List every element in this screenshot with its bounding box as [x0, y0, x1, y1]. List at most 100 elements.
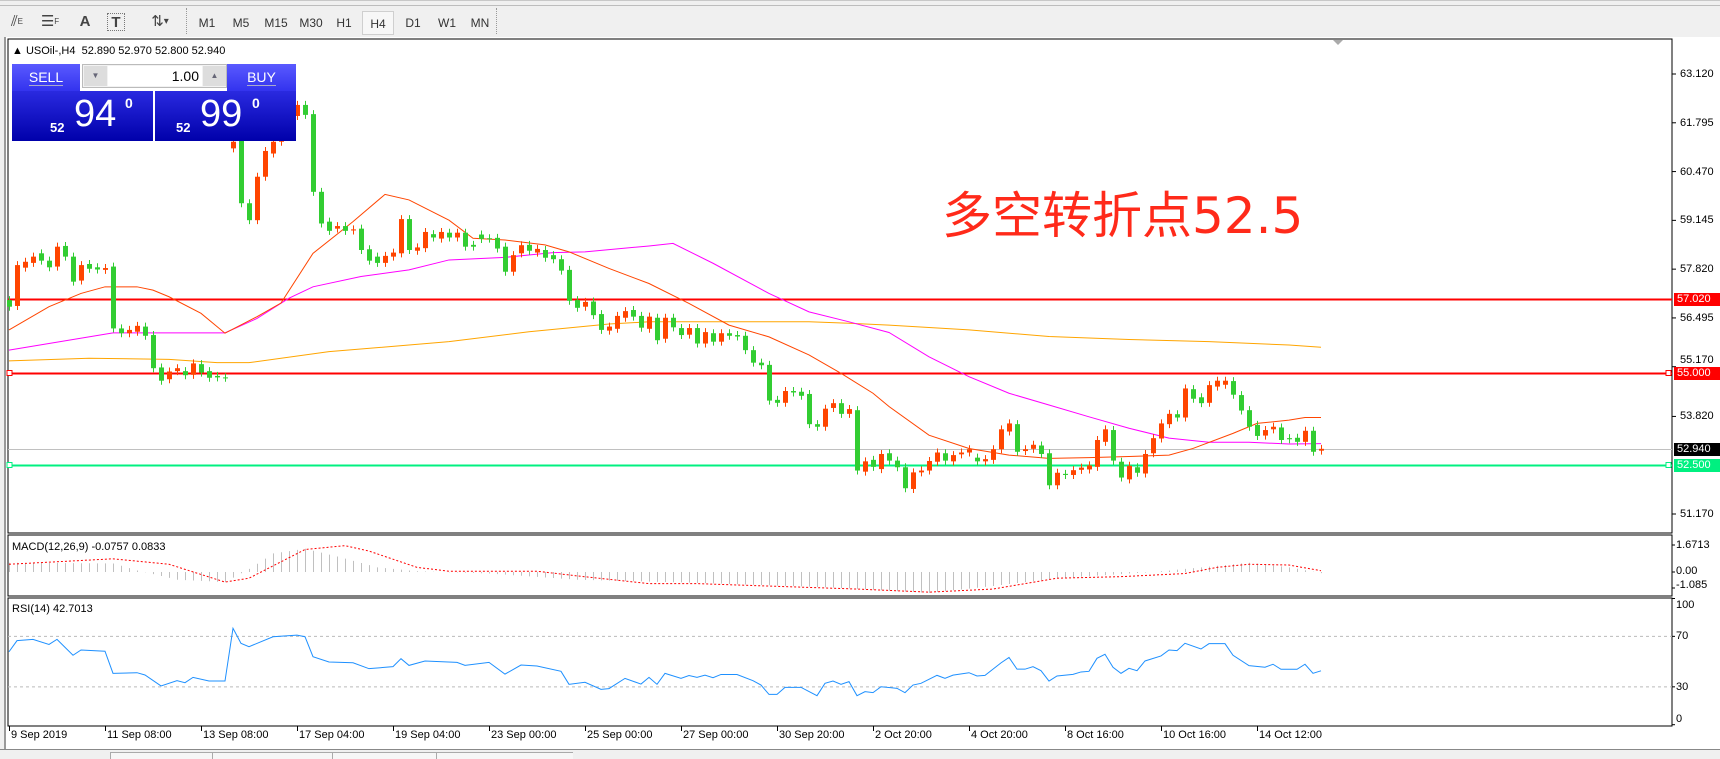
sell-label: SELL: [28, 69, 64, 86]
candle-bearish: [327, 221, 332, 231]
timeframe-mn[interactable]: MN: [470, 16, 490, 30]
candle-bullish: [383, 255, 388, 263]
sell-price-point: 0: [125, 95, 133, 111]
candle-bullish: [519, 245, 524, 254]
candle-bullish: [999, 429, 1004, 450]
elliott-wave-icon[interactable]: ⫽ E: [10, 12, 24, 30]
candle-bearish: [871, 459, 876, 467]
lot-input[interactable]: 1.00: [108, 66, 202, 86]
sell-price-big: 94: [74, 93, 117, 135]
time-axis-label: 30 Sep 20:00: [779, 729, 845, 741]
candle-bullish: [23, 261, 28, 268]
buy-button[interactable]: BUY: [227, 64, 296, 91]
candle-bullish: [55, 246, 60, 267]
time-axis-label: 2 Oct 20:00: [875, 729, 932, 741]
candle-bullish: [271, 141, 276, 154]
candle-bullish: [175, 368, 180, 372]
timeframe-m5[interactable]: M5: [232, 16, 250, 30]
candle-bullish: [1095, 439, 1100, 467]
candle-bearish: [575, 300, 580, 308]
candle-bearish: [47, 260, 52, 268]
candle-bearish: [975, 457, 980, 462]
candle-bearish: [639, 315, 644, 328]
candle-bearish: [63, 245, 68, 257]
text-label-icon[interactable]: T: [107, 13, 125, 31]
candle-bullish: [335, 226, 340, 229]
candle-bearish: [311, 114, 316, 192]
time-axis-label: 25 Sep 00:00: [587, 729, 653, 741]
candle-bearish: [543, 249, 548, 258]
candle-bullish: [967, 449, 972, 453]
candle-bearish: [1039, 445, 1044, 454]
candle-bullish: [1127, 465, 1132, 480]
candle-bullish: [135, 325, 140, 332]
candle-bearish: [775, 399, 780, 403]
candle-bearish: [815, 424, 820, 427]
candle-bearish: [471, 244, 476, 247]
symbol-ohlc: USOil-,H4 52.890 52.970 52.800 52.940: [25, 45, 226, 57]
sell-price[interactable]: 52 94 0: [12, 91, 153, 141]
buy-price-point: 0: [252, 95, 260, 111]
candle-bearish: [1175, 414, 1180, 418]
candle-bearish: [1231, 381, 1236, 395]
candle-bearish: [503, 246, 508, 272]
candle-bearish: [1295, 437, 1300, 442]
rsi-line: [8, 626, 1322, 697]
candle-bearish: [1063, 473, 1068, 475]
ma-fast-line: [8, 193, 1321, 459]
candle-bearish: [767, 364, 772, 401]
arrows-dropdown-icon[interactable]: ⇅ ▾: [151, 13, 169, 30]
candle-bullish: [1303, 430, 1308, 442]
candle-bullish: [1271, 426, 1276, 430]
candle-bearish: [751, 350, 756, 363]
timeframe-d1[interactable]: D1: [405, 16, 421, 30]
candle-bearish: [319, 191, 324, 224]
buy-price-prefix: 52: [176, 120, 191, 135]
candle-bearish: [551, 255, 556, 260]
candle-bearish: [631, 310, 636, 317]
toolbar-separator: [186, 8, 189, 34]
timeframe-h4[interactable]: H4: [362, 11, 394, 35]
price-axis-label: 53.820: [1680, 410, 1714, 423]
candle-bullish: [1159, 423, 1164, 439]
candle-bullish: [1031, 444, 1036, 449]
candle-bullish: [1071, 470, 1076, 475]
candle-bullish: [607, 326, 612, 331]
candle-bearish: [111, 266, 116, 329]
timeframe-w1[interactable]: W1: [438, 16, 456, 30]
collapse-triangle-icon[interactable]: ▲: [12, 45, 26, 57]
candle-bearish: [1015, 424, 1020, 452]
rsi-label: RSI(14) 42.7013: [12, 603, 93, 615]
candle-bullish: [1103, 429, 1108, 442]
candle-bullish: [927, 460, 932, 471]
timeframe-m1[interactable]: M1: [198, 16, 216, 30]
candle-bullish: [191, 363, 196, 375]
sell-price-prefix: 52: [50, 120, 65, 135]
candle-bearish: [215, 375, 220, 378]
lot-increase-button[interactable]: ▲: [203, 66, 226, 86]
candle-bullish: [663, 317, 668, 339]
candle-bearish: [695, 328, 700, 344]
candle-bearish: [447, 232, 452, 238]
lot-decrease-button[interactable]: ▼: [84, 66, 107, 86]
time-axis-label: 14 Oct 12:00: [1259, 729, 1322, 741]
timeframe-h1[interactable]: H1: [336, 16, 352, 30]
hline-anchor-icon: [6, 370, 13, 376]
chart-shift-marker-icon: [1333, 40, 1343, 45]
timeframe-m15[interactable]: M15: [264, 16, 288, 30]
candle-bullish: [1007, 423, 1012, 432]
time-axis-label: 19 Sep 04:00: [395, 729, 461, 741]
candle-bullish: [127, 329, 132, 334]
candle-bearish: [807, 393, 812, 425]
buy-price[interactable]: 52 99 0: [155, 91, 296, 141]
candle-bullish: [1087, 465, 1092, 470]
sell-button[interactable]: SELL: [12, 64, 80, 91]
candle-bullish: [1215, 380, 1220, 387]
fibonacci-icon[interactable]: ☰ F: [40, 13, 60, 30]
timeframe-m30[interactable]: M30: [299, 16, 323, 30]
candle-bullish: [423, 231, 428, 249]
candle-bearish: [143, 326, 148, 336]
text-icon[interactable]: A: [73, 11, 97, 31]
candle-bearish: [527, 244, 532, 251]
